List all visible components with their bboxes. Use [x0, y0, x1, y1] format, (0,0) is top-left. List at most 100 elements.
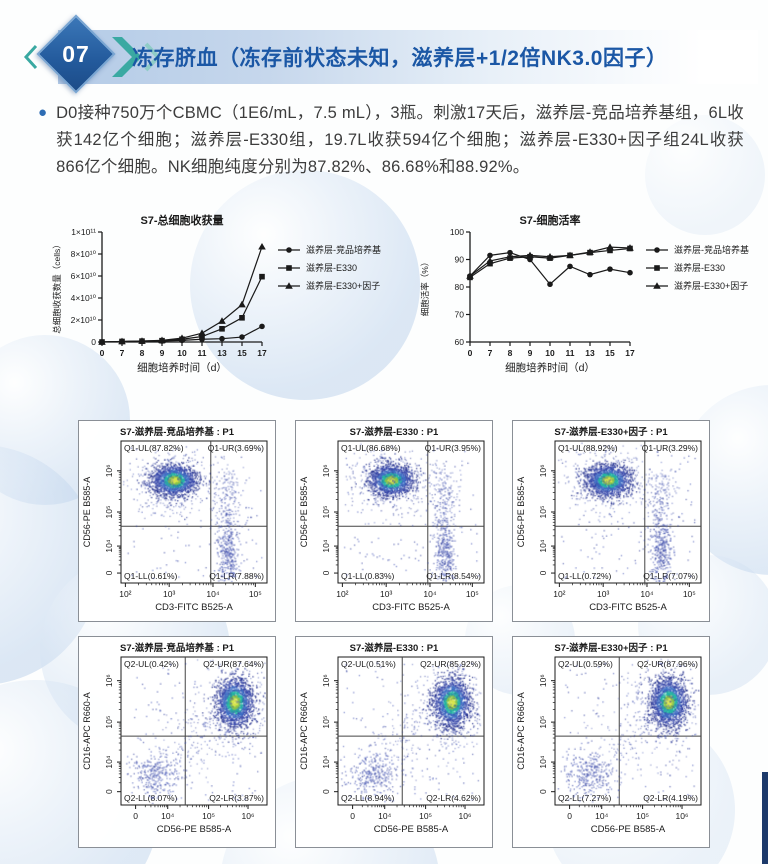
x-tick-label: 15 [237, 348, 247, 358]
y-axis-title: CD56-PE B585-A [516, 477, 526, 548]
y-tick-label: 10⁵ [538, 716, 548, 729]
y-tick-label: 6×10¹⁰ [71, 271, 97, 281]
marker-triangle [486, 257, 494, 264]
x-tick-label: 0 [567, 811, 572, 821]
flow-panel-title: S7-滋养层-E330+因子 : P1 [554, 427, 668, 438]
y-tick-label: 0 [104, 570, 114, 575]
marker-triangle [238, 300, 246, 308]
scatter-canvas [339, 658, 483, 804]
section-badge: 07 [22, 14, 192, 96]
marker-circle [259, 323, 265, 330]
x-tick-label: 10⁵ [636, 811, 649, 821]
x-tick-label: 10⁴ [161, 811, 174, 821]
x-tick-label: 10⁵ [202, 811, 215, 821]
x-axis-title: CD3-FITC B525-A [155, 602, 233, 613]
marker-triangle [626, 244, 634, 251]
chart-title: S7-总细胞收获量 [140, 213, 223, 227]
y-tick-label: 10⁶ [104, 674, 114, 687]
y-tick-label: 10⁴ [321, 755, 331, 768]
x-tick-label: 10⁵ [466, 589, 479, 599]
flow-cytometry-panel: S7-滋养层-E330 : P1 0 10⁴ 10⁵ 10⁶ 0 10⁴ 10⁵ 10⁶ CD56… [295, 636, 493, 848]
y-tick-label: 60 [455, 337, 465, 347]
x-tick-label: 7 [120, 348, 125, 358]
y-tick-label: 2×10¹⁰ [71, 315, 97, 325]
legend-label: 滋养层-竞品培养基 [674, 244, 749, 255]
y-tick-label: 10⁵ [104, 506, 114, 519]
marker-triangle [158, 336, 166, 344]
scatter-canvas [122, 442, 266, 582]
x-tick-label: 9 [528, 348, 533, 358]
marker-square [239, 315, 245, 321]
x-tick-label: 10² [119, 589, 131, 599]
y-tick-label: 80 [455, 282, 465, 292]
y-tick-label: 10⁴ [321, 539, 331, 552]
flow-panel-title: S7-滋养层-竞品培养基 : P1 [119, 643, 234, 654]
marker-triangle [98, 338, 106, 345]
marker-triangle [566, 251, 574, 259]
marker-circle [587, 271, 593, 278]
marker-triangle [586, 248, 594, 255]
x-tick-label: 11 [566, 348, 575, 358]
marker-circle [286, 247, 292, 253]
x-tick-label: 10³ [597, 589, 609, 599]
marker-triangle [258, 242, 266, 250]
marker-circle [654, 247, 660, 253]
x-axis-title: CD56-PE B585-A [374, 824, 449, 835]
y-tick-label: 0 [538, 570, 548, 575]
y-tick-label: 10⁶ [538, 464, 548, 477]
y-tick-label: 10⁴ [538, 755, 548, 768]
y-tick-label: 0 [538, 789, 548, 794]
y-tick-label: 10⁵ [321, 506, 331, 519]
x-tick-label: 10⁵ [683, 589, 696, 599]
y-tick-label: 0 [321, 570, 331, 575]
scatter-canvas [556, 658, 700, 804]
flow-cytometry-panel: S7-滋养层-E330+因子 : P1 0 10⁴ 10⁵ 10⁶ 0 10⁴ 10⁵ 10⁶ C… [512, 636, 710, 848]
x-axis-title: 细胞培养时间（d） [505, 361, 595, 374]
x-tick-label: 10² [336, 589, 348, 599]
y-tick-label: 90 [455, 255, 465, 265]
flow-cytometry-panel: S7-滋养层-竞品培养基 : P1 0 10⁴ 10⁵ 10⁶ 0 10⁴ 10⁵ 10⁶ CD5… [78, 636, 276, 848]
x-tick-label: 10² [553, 589, 565, 599]
x-tick-label: 17 [257, 348, 267, 358]
x-tick-label: 10³ [380, 589, 392, 599]
marker-circle [507, 249, 513, 256]
y-axis-title: CD16-APC R660-A [82, 692, 92, 770]
flow-panel-title: S7-滋养层-竞品培养基 : P1 [119, 427, 234, 438]
flow-cytometry-panel: S7-滋养层-E330 : P1 10² 10³ 10⁴ 10⁵ 0 10⁴ 10⁵ 10⁶ CD… [295, 420, 493, 622]
x-tick-label: 10⁴ [378, 811, 391, 821]
y-tick-label: 10⁶ [321, 674, 331, 687]
marker-triangle [653, 282, 661, 289]
page-edge-accent-bar [762, 772, 768, 864]
y-tick-label: 10⁵ [104, 716, 114, 729]
y-tick-label: 4×10¹⁰ [71, 293, 97, 303]
x-axis-title: CD56-PE B585-A [157, 824, 232, 835]
legend-label: 滋养层-竞品培养基 [306, 244, 381, 255]
x-tick-label: 10 [177, 348, 187, 358]
y-tick-label: 0 [321, 789, 331, 794]
marker-triangle [466, 272, 474, 279]
legend-label: 滋养层-E330 [674, 262, 725, 273]
x-tick-label: 0 [350, 811, 355, 821]
marker-triangle [606, 243, 614, 250]
marker-circle [219, 335, 225, 342]
y-tick-label: 70 [455, 310, 465, 320]
x-tick-label: 10⁴ [423, 589, 436, 599]
x-tick-label: 10⁴ [595, 811, 608, 821]
marker-square [286, 265, 292, 271]
marker-square [607, 247, 613, 254]
series-line [101, 246, 263, 343]
y-axis-title: 总细胞收获数量（cells） [52, 240, 62, 334]
flow-panel-title: S7-滋养层-E330 : P1 [349, 643, 439, 654]
line-chart-svg: S7-总细胞收获量 0 2×10¹⁰ 4×10¹⁰ 6×10¹⁰ 8×10¹⁰ 1×10¹¹… [52, 213, 381, 374]
y-tick-label: 1×10¹¹ [71, 227, 96, 237]
x-axis-title: 细胞培养时间（d） [137, 361, 227, 374]
x-axis-title: CD3-FITC B525-A [589, 602, 667, 613]
x-tick-label: 13 [217, 348, 227, 358]
chevron-right-icon [112, 37, 161, 77]
y-axis-title: CD56-PE B585-A [299, 477, 309, 548]
flow-panel-title: S7-滋养层-E330 : P1 [349, 427, 439, 438]
chevron-left-icon [23, 44, 38, 70]
legend-label: 滋养层-E330+因子 [306, 280, 380, 291]
marker-triangle [198, 329, 206, 336]
x-tick-label: 10³ [163, 589, 175, 599]
